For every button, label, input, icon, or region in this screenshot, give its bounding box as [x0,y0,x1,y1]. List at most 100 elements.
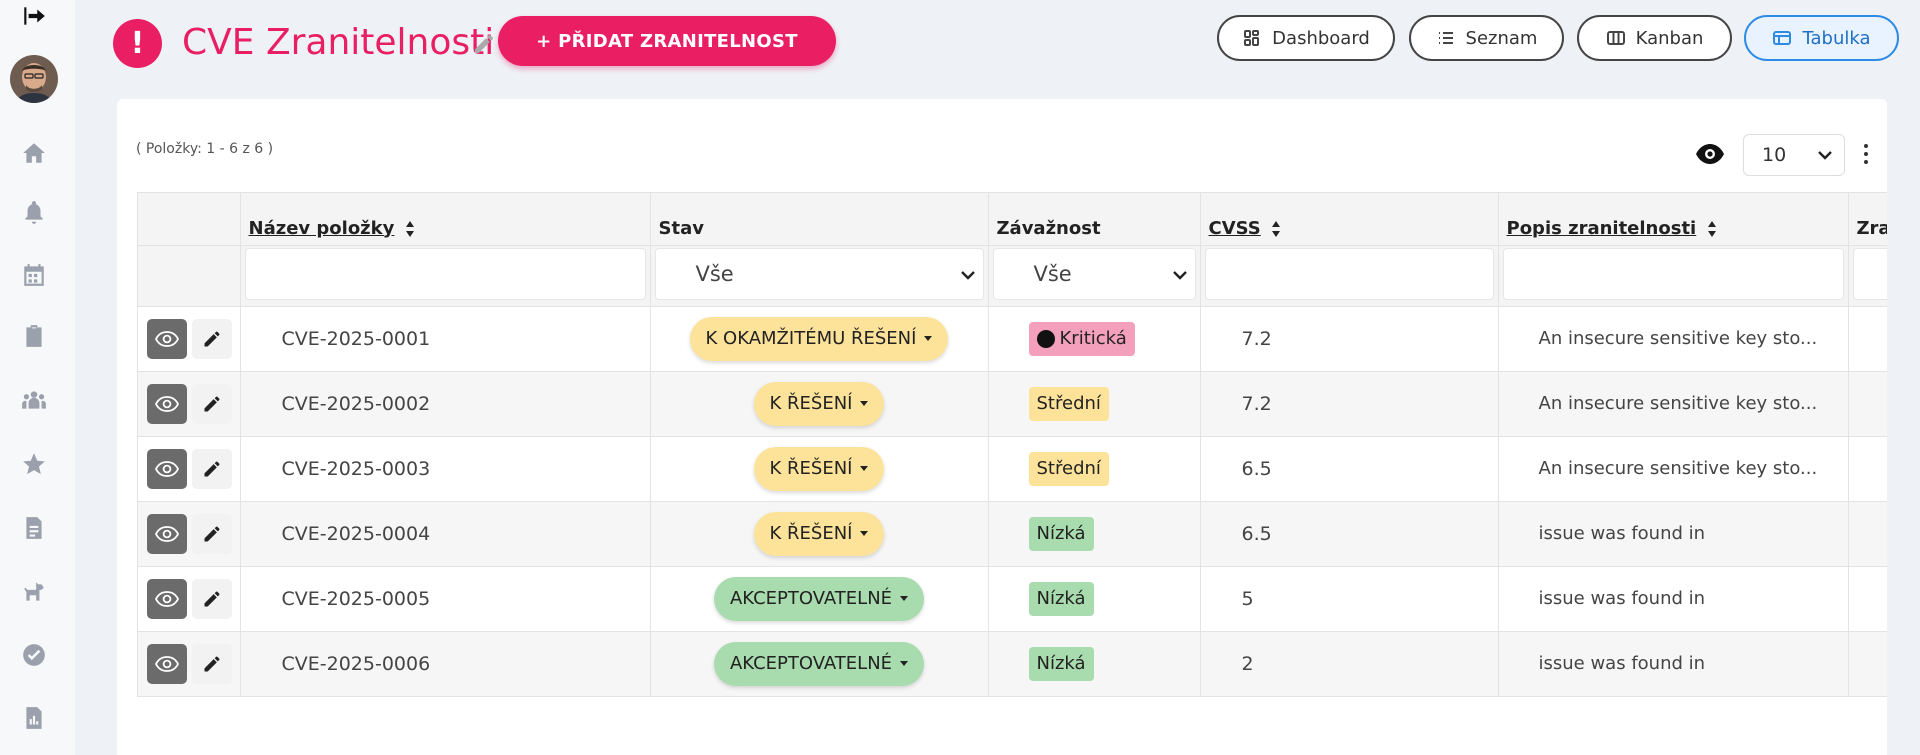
view-row-button[interactable] [147,578,187,619]
status-column-label: Stav [658,217,704,239]
extra-cell [1848,306,1887,372]
edit-row-button[interactable] [192,643,232,684]
edit-title-icon[interactable] [472,32,496,56]
star-icon[interactable] [20,450,48,478]
caret-down-icon [860,531,869,536]
view-dashboard-button[interactable]: Dashboard [1217,15,1395,61]
name-cell[interactable]: CVE-2025-0001 [240,306,651,372]
pencil-icon [204,656,220,671]
status-label: AKCEPTOVATELNÉ [729,588,893,609]
kanban-icon [1606,31,1625,45]
eye-icon [155,395,179,412]
edit-row-button[interactable] [192,318,232,359]
status-cell: K ŘEŠENÍ [650,436,989,502]
dog-icon[interactable] [20,578,48,606]
report-icon[interactable] [20,704,48,732]
status-cell: K ŘEŠENÍ [650,501,989,567]
name-cell[interactable]: CVE-2025-0006 [240,631,651,697]
filter-cell-empty [138,245,241,307]
severity-badge: Střední [1028,451,1109,486]
status-dropdown[interactable]: K ŘEŠENÍ [753,511,885,556]
chevron-down-icon [960,270,975,280]
alert-icon: ! [113,19,162,68]
cvss-filter-input[interactable] [1204,247,1494,300]
table-row: CVE-2025-0005 AKCEPTOVATELNÉ Nízká 5 iss… [138,566,1887,632]
view-row-button[interactable] [147,643,187,684]
actions-cell [138,631,241,697]
extra-column-label: Zra [1856,217,1888,239]
pencil-icon [204,331,220,346]
status-dropdown[interactable]: K OKAMŽITÉMU ŘEŠENÍ [689,316,949,361]
eye-icon [155,525,179,542]
edit-row-button[interactable] [192,448,232,489]
name-cell[interactable]: CVE-2025-0004 [240,501,651,567]
status-filter-select[interactable]: Vše [654,247,984,300]
status-dropdown[interactable]: K ŘEŠENÍ [753,446,885,491]
name-column-header[interactable]: Název položky [240,193,651,246]
filter-cell-description [1498,245,1849,307]
status-dropdown[interactable]: K ŘEŠENÍ [753,381,885,426]
severity-badge: Nízká [1028,646,1094,681]
edit-row-button[interactable] [192,513,232,554]
edit-row-button[interactable] [192,383,232,424]
calendar-icon[interactable] [20,261,48,289]
description-cell: An insecure sensitive key sto... [1498,371,1849,437]
severity-badge: Nízká [1028,516,1094,551]
status-cell: K ŘEŠENÍ [650,371,989,437]
list-icon [1438,32,1453,44]
name-cell[interactable]: CVE-2025-0002 [240,371,651,437]
description-cell: issue was found in [1498,501,1849,567]
status-cell: AKCEPTOVATELNÉ [650,566,989,632]
bell-icon[interactable] [20,198,48,226]
table-row: CVE-2025-0004 K ŘEŠENÍ Nízká 6.5 issue w… [138,501,1887,567]
name-cell[interactable]: CVE-2025-0003 [240,436,651,502]
view-row-button[interactable] [147,383,187,424]
page-size-select[interactable]: 10 [1743,134,1845,176]
status-cell: AKCEPTOVATELNÉ [650,631,989,697]
view-list-button[interactable]: Seznam [1409,15,1564,61]
view-row-button[interactable] [147,448,187,489]
extra-filter-input[interactable] [1852,247,1887,300]
view-kanban-button[interactable]: Kanban [1577,15,1732,61]
filter-cell-extra [1848,245,1887,307]
view-row-button[interactable] [147,318,187,359]
view-table-button[interactable]: Tabulka [1744,15,1899,61]
column-visibility-icon[interactable] [1694,140,1726,168]
view-row-button[interactable] [147,513,187,554]
chevron-down-icon [1172,270,1187,280]
status-label: K ŘEŠENÍ [769,393,853,414]
add-vulnerability-button[interactable]: + PŘIDAT ZRANITELNOST [498,16,836,66]
actions-cell [138,566,241,632]
extra-cell [1848,436,1887,502]
check-circle-icon[interactable] [20,641,48,669]
extra-cell [1848,501,1887,567]
description-column-header[interactable]: Popis zranitelnosti [1498,193,1849,246]
cvss-cell: 7.2 [1200,306,1499,372]
status-dropdown[interactable]: AKCEPTOVATELNÉ [713,641,925,686]
name-filter-input[interactable] [244,247,646,300]
severity-filter-select[interactable]: Vše [992,247,1196,300]
name-cell[interactable]: CVE-2025-0005 [240,566,651,632]
status-label: K ŘEŠENÍ [769,458,853,479]
cvss-column-header[interactable]: CVSS [1200,193,1499,246]
team-icon[interactable] [20,386,48,414]
status-dropdown[interactable]: AKCEPTOVATELNÉ [713,576,925,621]
edit-row-button[interactable] [192,578,232,619]
more-options-icon[interactable] [1860,140,1872,168]
name-column-label: Název položky [248,217,395,239]
description-filter-input[interactable] [1502,247,1844,300]
document-icon[interactable] [20,514,48,542]
severity-badge: Střední [1028,386,1109,421]
home-icon[interactable] [20,139,48,167]
data-table: Název položky Stav Závažnost CVSS Popis … [137,192,1887,697]
actions-column-header [138,193,241,246]
avatar[interactable] [10,55,58,103]
extra-cell [1848,371,1887,437]
view-dashboard-label: Dashboard [1272,27,1370,49]
logout-icon[interactable] [20,2,48,30]
extra-column-header: Zra [1848,193,1888,246]
severity-cell: Nízká [988,631,1201,697]
severity-label: Nízká [1036,653,1086,674]
clipboard-check-icon[interactable] [20,322,48,350]
description-cell: issue was found in [1498,566,1849,632]
